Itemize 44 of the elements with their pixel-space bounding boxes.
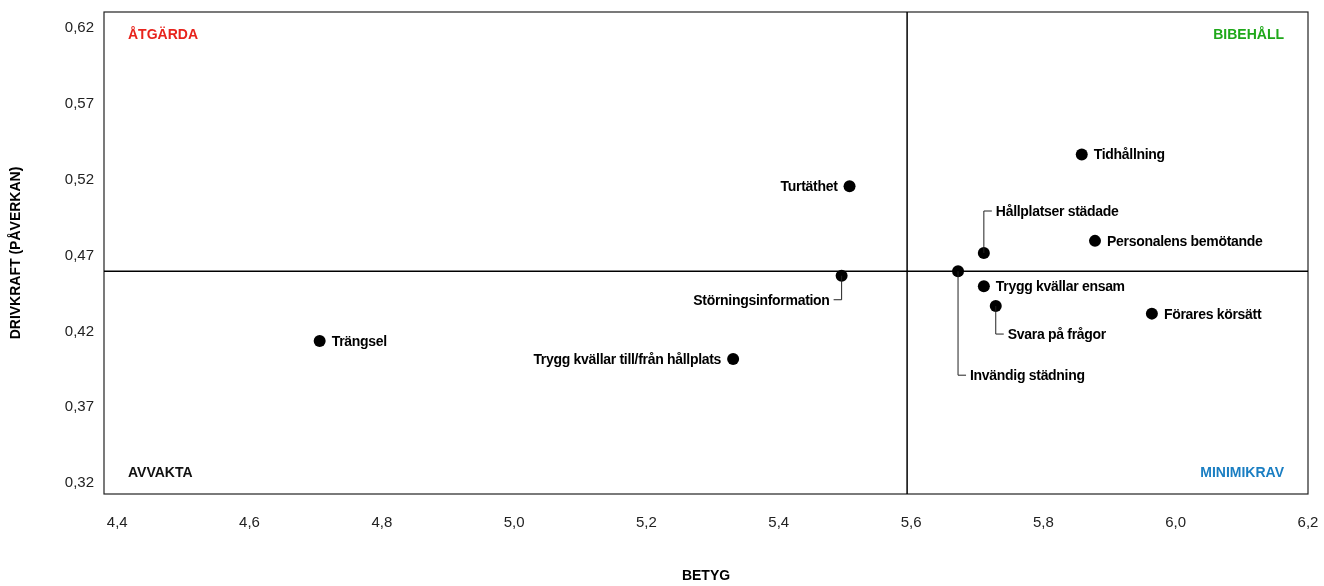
annotation: MINIMIKRAV	[1200, 463, 1285, 480]
x-tick-label: 4,4	[106, 513, 128, 530]
x-axis-title: BETYG	[681, 567, 731, 583]
annotation: Störningsinformation	[693, 291, 830, 308]
annotation: Turtäthet	[780, 178, 839, 195]
annotation: Svara på frågor	[1007, 325, 1107, 342]
y-tick-label: 0,62	[64, 18, 94, 36]
annotation: AVVAKTA	[128, 463, 193, 480]
point	[1145, 307, 1158, 320]
annotation: Invändig städning	[970, 367, 1085, 384]
y-tick-label: 0,37	[64, 397, 94, 415]
x-tick-label: 5,2	[636, 513, 657, 530]
annotation: Personalens bemötande	[1106, 232, 1264, 249]
annotation: Tidhållning	[1093, 146, 1165, 163]
annotation: Förares körsätt	[1163, 305, 1262, 322]
point	[977, 280, 990, 293]
point	[977, 247, 990, 259]
y-tick-label: 0,52	[64, 169, 94, 187]
x-tick-label: 4,8	[371, 513, 393, 530]
annotation: Trygg kvällar ensam	[995, 278, 1125, 295]
x-tick-label: 5,4	[768, 513, 790, 530]
point	[1075, 148, 1088, 161]
x-tick-label: 6,0	[1165, 513, 1187, 530]
x-tick-label: 5,6	[900, 513, 922, 530]
annotation: Hållplatser städade	[995, 202, 1120, 219]
y-tick-label: 0,32	[64, 473, 94, 491]
point	[727, 353, 740, 366]
annotation: ÅTGÄRDA	[128, 25, 198, 42]
annotation: Trängsel	[331, 332, 387, 349]
point	[313, 334, 326, 347]
point	[1088, 234, 1101, 247]
x-tick-label: 5,0	[503, 513, 525, 530]
annotation: BIBEHÅLL	[1213, 25, 1285, 42]
x-tick-label: 6,2	[1297, 513, 1319, 530]
point	[989, 300, 1002, 313]
point	[835, 269, 848, 282]
y-axis-title: DRIVKRAFT (PÅVERKAN)	[7, 166, 23, 340]
y-tick-label: 0,47	[64, 245, 94, 263]
y-tick-label: 0,42	[64, 321, 94, 339]
x-tick-label: 4,6	[239, 513, 260, 530]
point	[843, 180, 856, 193]
y-tick-label: 0,57	[64, 94, 94, 112]
annotation: Trygg kvällar till/från hållplats	[533, 351, 722, 367]
x-tick-label: 5,8	[1032, 513, 1054, 530]
